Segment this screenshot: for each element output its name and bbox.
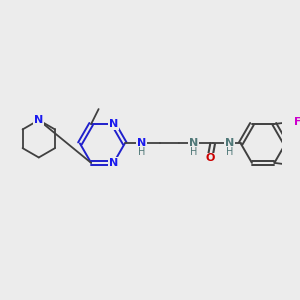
Text: N: N <box>225 139 234 148</box>
Text: N: N <box>189 139 199 148</box>
Text: H: H <box>190 147 198 157</box>
Text: N: N <box>137 139 146 148</box>
Text: H: H <box>138 147 145 157</box>
Text: N: N <box>109 119 118 129</box>
Text: N: N <box>34 115 44 125</box>
Text: F: F <box>294 117 300 127</box>
Text: O: O <box>205 153 214 164</box>
Text: N: N <box>109 158 118 168</box>
Text: H: H <box>226 147 233 157</box>
